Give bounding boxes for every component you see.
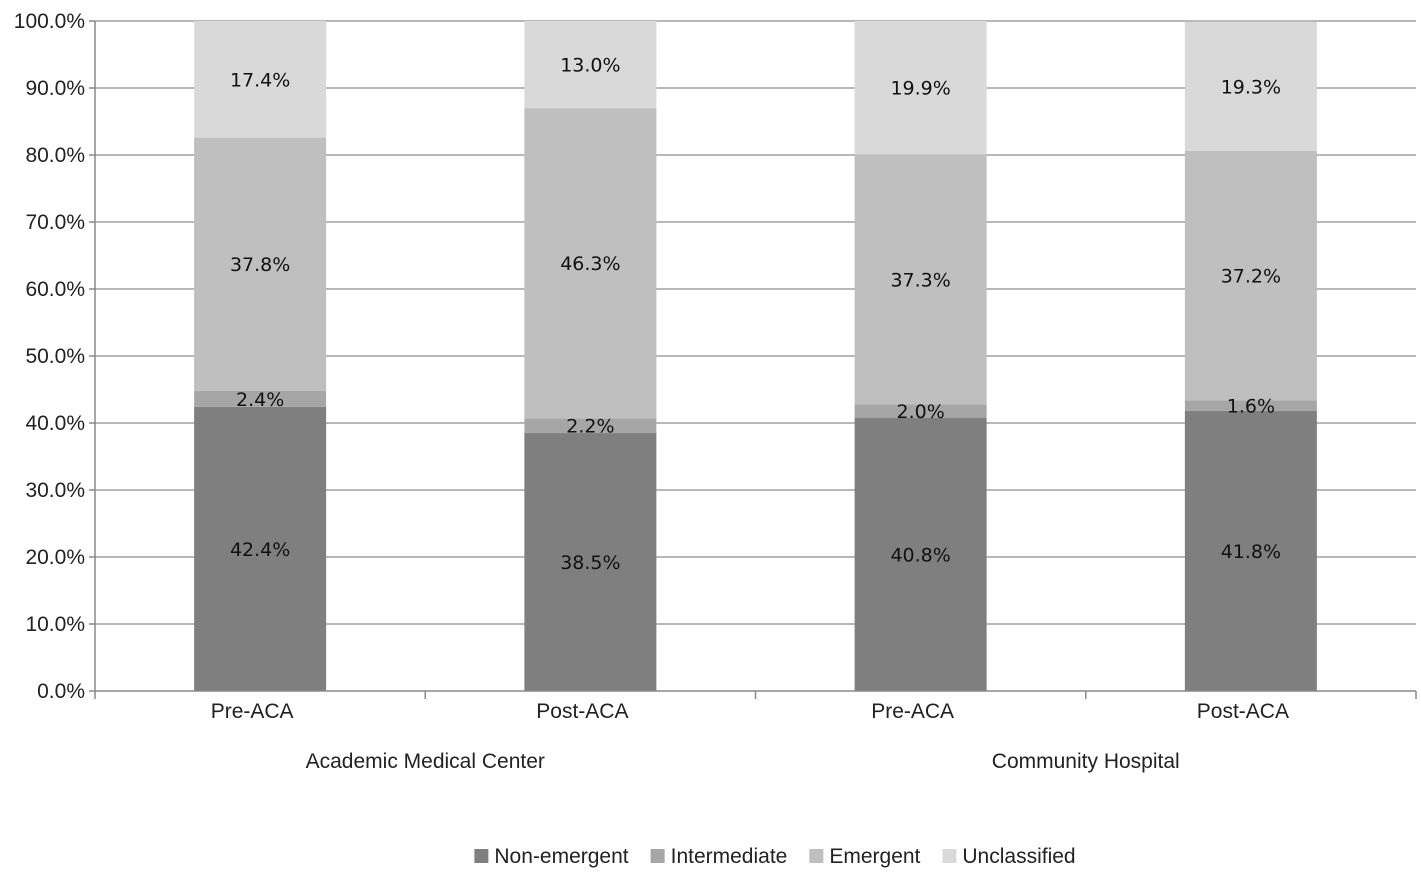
axes: 0.0% 10.0% 20.0% 30.0% 40.0% 50.0% 60.0% 70.0% 8… <box>14 10 1417 773</box>
data-label: 37.2% <box>1221 266 1281 288</box>
legend-label: Emergent <box>829 845 920 868</box>
data-label: 41.8% <box>1221 541 1281 563</box>
data-label: 19.9% <box>890 78 950 100</box>
bar-segment-intermediate <box>1184 400 1317 411</box>
x-category-label: Post-ACA <box>1197 700 1289 723</box>
x-category-label: Post-ACA <box>536 700 628 723</box>
y-tick-label: 50.0% <box>25 345 85 368</box>
x-group-label: Academic Medical Center <box>306 750 545 773</box>
data-label: 19.3% <box>1221 76 1281 98</box>
data-label: 37.3% <box>890 269 950 291</box>
data-labels: 42.4% 2.4% 37.8% 17.4% 38.5% 2.2% 46.3% 13.0% 40… <box>230 55 1281 574</box>
legend-item: Unclassified <box>942 845 1076 868</box>
data-label: 13.0% <box>560 55 620 77</box>
legend-item: Intermediate <box>650 845 788 868</box>
data-label: 2.4% <box>236 389 284 411</box>
y-tick-label: 90.0% <box>25 77 85 100</box>
bar-segment-emergent <box>1184 150 1317 401</box>
data-label: 2.2% <box>566 416 614 438</box>
bars <box>194 21 1317 691</box>
y-tick-label: 80.0% <box>25 144 85 167</box>
legend-item: Non-emergent <box>474 845 629 868</box>
bar-segment-emergent <box>524 108 657 419</box>
data-label: 38.5% <box>560 552 620 574</box>
y-tick-label: 0.0% <box>37 680 85 703</box>
data-label: 2.0% <box>896 401 944 423</box>
y-tick-label: 70.0% <box>25 211 85 234</box>
legend-label: Unclassified <box>962 845 1075 868</box>
bar-segment-unclassified <box>854 21 987 155</box>
bar-segment-non-emergent <box>524 433 657 691</box>
x-group-label: Community Hospital <box>992 750 1180 773</box>
legend-swatch <box>650 849 665 863</box>
y-tick-label: 60.0% <box>25 278 85 301</box>
bar-segment-intermediate <box>524 418 657 434</box>
bar-segment-unclassified <box>524 21 657 109</box>
legend-label: Non-emergent <box>494 845 628 868</box>
bar-segment-emergent <box>194 137 327 391</box>
y-tick-label: 10.0% <box>25 613 85 636</box>
bar-segment-intermediate <box>854 404 987 418</box>
bar-segment-unclassified <box>194 21 327 138</box>
y-tick-label: 20.0% <box>25 546 85 569</box>
bar-segment-emergent <box>854 154 987 405</box>
legend-swatch <box>474 849 489 863</box>
bar-segment-non-emergent <box>1184 410 1317 691</box>
data-label: 42.4% <box>230 539 290 561</box>
y-tick-label: 40.0% <box>25 412 85 435</box>
legend-label: Intermediate <box>671 845 788 868</box>
data-label: 17.4% <box>230 69 290 91</box>
bar-segment-non-emergent <box>194 406 327 691</box>
data-label: 40.8% <box>890 544 950 566</box>
legend-swatch <box>942 849 957 863</box>
legend-item: Emergent <box>809 845 921 868</box>
y-tick-label: 30.0% <box>25 479 85 502</box>
legend-swatch <box>809 849 824 863</box>
bar-segment-non-emergent <box>854 417 987 691</box>
data-label: 46.3% <box>560 253 620 275</box>
x-category-label: Pre-ACA <box>211 700 294 723</box>
data-label: 37.8% <box>230 254 290 276</box>
legend: Non-emergent Intermediate Emergent Unclassi… <box>474 845 1076 868</box>
y-tick-label: 100.0% <box>14 10 85 33</box>
x-category-label: Pre-ACA <box>871 700 954 723</box>
data-label: 1.6% <box>1227 396 1275 418</box>
bar-segment-unclassified <box>1184 21 1317 151</box>
bar-segment-intermediate <box>194 390 327 407</box>
